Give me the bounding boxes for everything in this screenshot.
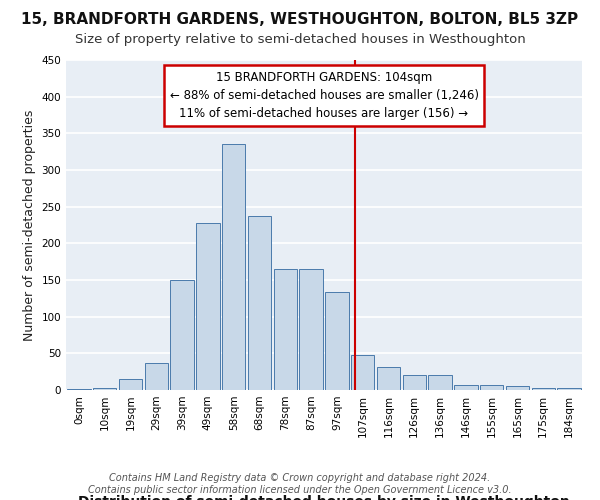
Bar xyxy=(428,376,452,390)
Bar xyxy=(377,368,400,390)
Bar xyxy=(299,269,323,390)
Text: Size of property relative to semi-detached houses in Westhoughton: Size of property relative to semi-detach… xyxy=(74,32,526,46)
Bar xyxy=(93,388,116,390)
Bar xyxy=(480,385,503,390)
Bar xyxy=(274,269,297,390)
Text: 15 BRANDFORTH GARDENS: 104sqm
← 88% of semi-detached houses are smaller (1,246)
: 15 BRANDFORTH GARDENS: 104sqm ← 88% of s… xyxy=(170,71,479,120)
Bar xyxy=(403,374,426,390)
Bar xyxy=(119,379,142,390)
Bar xyxy=(170,280,194,390)
Bar xyxy=(325,292,349,390)
Text: 15, BRANDFORTH GARDENS, WESTHOUGHTON, BOLTON, BL5 3ZP: 15, BRANDFORTH GARDENS, WESTHOUGHTON, BO… xyxy=(22,12,578,28)
Text: Contains HM Land Registry data © Crown copyright and database right 2024.
Contai: Contains HM Land Registry data © Crown c… xyxy=(88,474,512,495)
Bar xyxy=(222,144,245,390)
Y-axis label: Number of semi-detached properties: Number of semi-detached properties xyxy=(23,110,36,340)
Bar xyxy=(557,388,581,390)
Bar xyxy=(506,386,529,390)
Bar xyxy=(67,388,91,390)
Bar xyxy=(145,363,168,390)
Bar xyxy=(248,216,271,390)
Bar xyxy=(532,388,555,390)
Bar xyxy=(454,385,478,390)
X-axis label: Distribution of semi-detached houses by size in Westhoughton: Distribution of semi-detached houses by … xyxy=(78,496,570,500)
Bar xyxy=(196,223,220,390)
Bar xyxy=(351,355,374,390)
